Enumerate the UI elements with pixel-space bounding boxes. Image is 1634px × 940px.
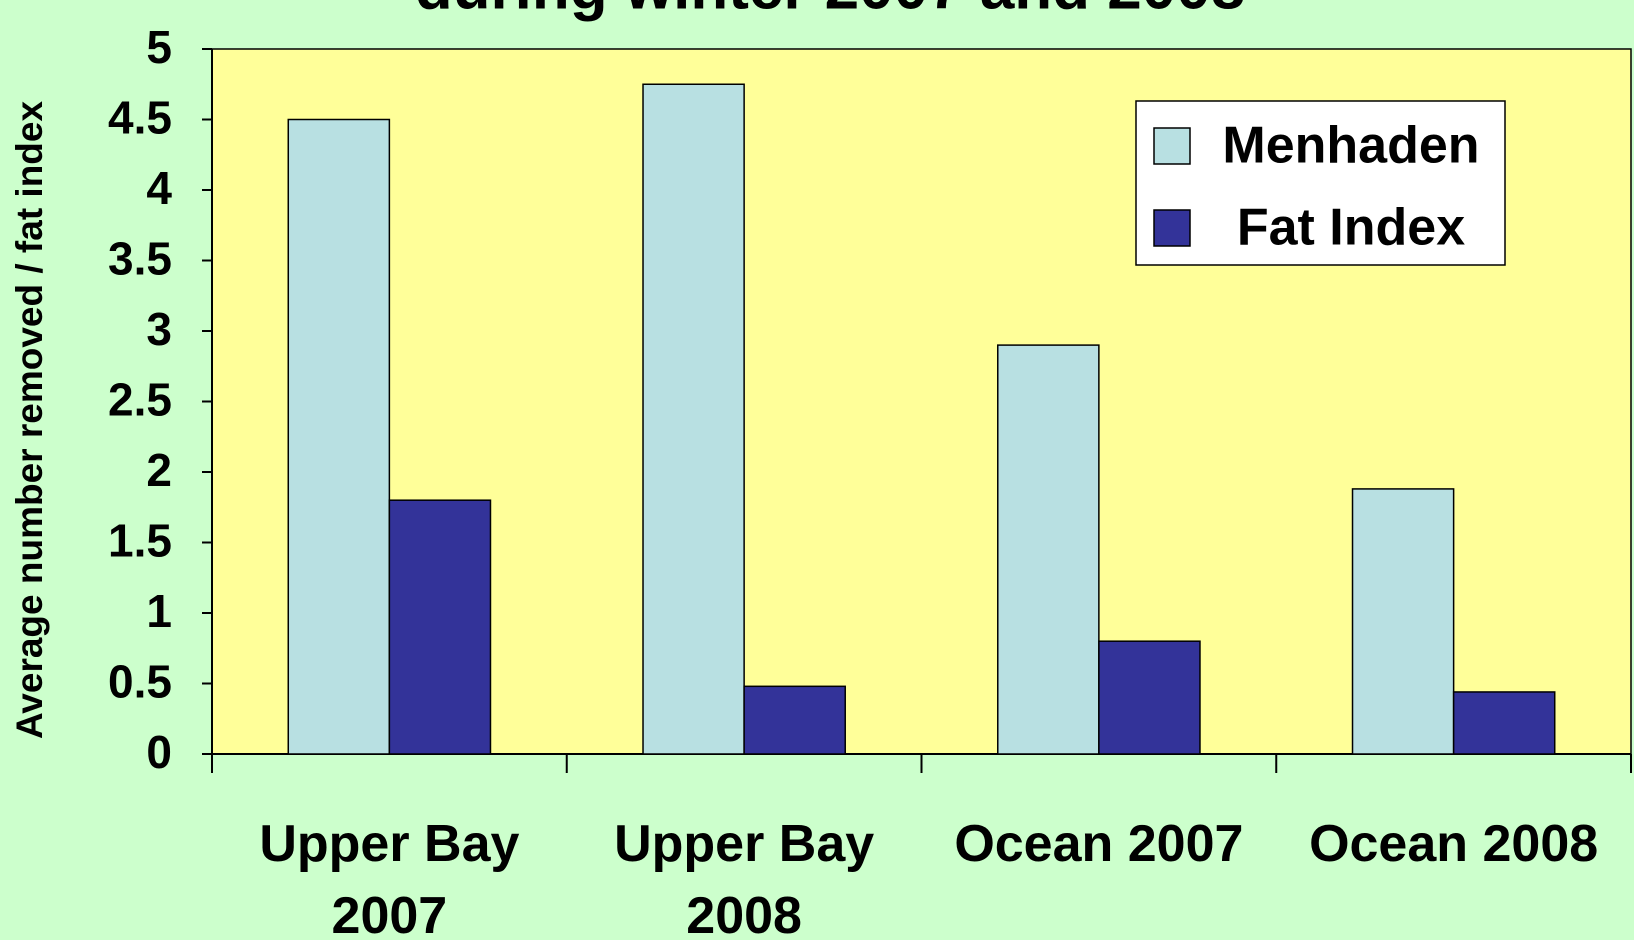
y-tick-label: 2.5 (108, 374, 172, 426)
y-axis-label: Average number removed / fat index (9, 101, 50, 740)
y-tick-label: 4.5 (108, 92, 172, 144)
y-tick-label: 1.5 (108, 515, 172, 567)
bar (743, 685, 846, 755)
y-tick-label: 5 (146, 21, 172, 73)
legend-label: Menhaden (1222, 117, 1479, 175)
bar (997, 344, 1100, 755)
y-tick-label: 0 (146, 726, 172, 778)
legend-swatch (1153, 127, 1191, 165)
x-tick-label: Upper Bay 2008 (614, 815, 875, 940)
legend-swatch (1153, 209, 1191, 247)
y-tick-label: 1 (146, 585, 172, 637)
bar (1351, 488, 1455, 755)
bar (1098, 640, 1201, 755)
legend (1135, 100, 1506, 266)
x-tick-label: Ocean 2007 (954, 815, 1244, 873)
y-tick-label: 3 (146, 303, 172, 355)
legend-label: Fat Index (1237, 199, 1465, 257)
bar (642, 83, 745, 755)
chart-title: during winter 2007 and 2008 (415, 0, 1245, 22)
y-tick-label: 3.5 (108, 233, 172, 285)
x-tick-label: Upper Bay 2007 (259, 815, 520, 940)
y-tick-label: 0.5 (108, 656, 172, 708)
x-tick-label: Ocean 2008 (1309, 815, 1599, 873)
bar (388, 499, 492, 755)
bar (1452, 691, 1556, 755)
bar (287, 118, 391, 755)
y-tick-label: 2 (146, 444, 172, 496)
y-tick-label: 4 (146, 162, 172, 214)
